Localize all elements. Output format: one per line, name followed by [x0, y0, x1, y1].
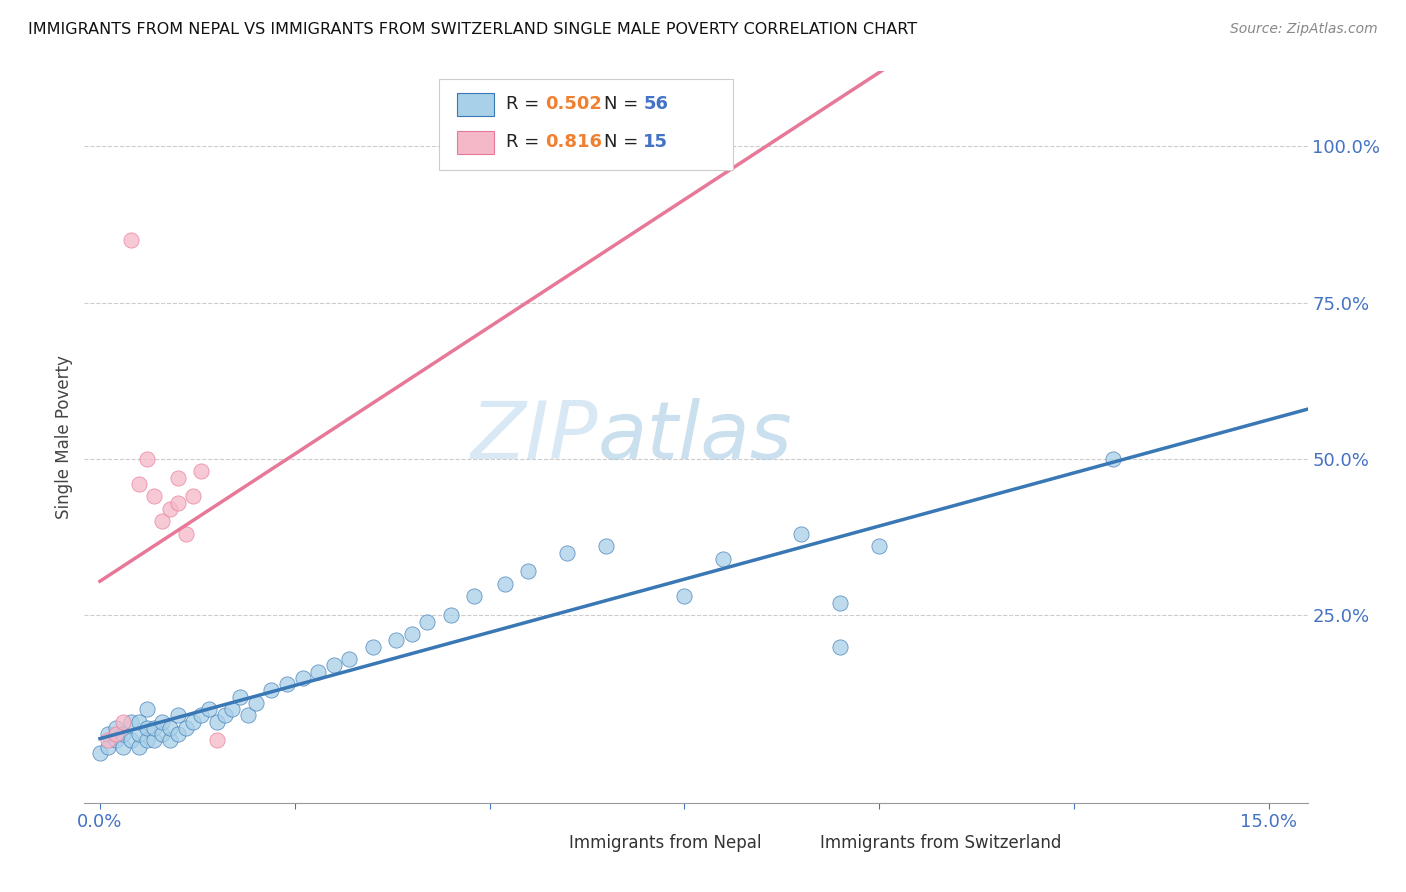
Point: [112, 739, 135, 754]
Point: [385, 633, 408, 648]
FancyBboxPatch shape: [524, 833, 561, 854]
Point: [143, 490, 166, 504]
Point: [361, 640, 384, 654]
Point: [135, 733, 157, 747]
Point: [166, 708, 188, 723]
Point: [174, 721, 197, 735]
Y-axis label: Single Male Poverty: Single Male Poverty: [55, 355, 73, 519]
Point: [97, 727, 120, 741]
Point: [868, 540, 890, 554]
Text: Immigrants from Switzerland: Immigrants from Switzerland: [820, 834, 1062, 852]
Point: [595, 540, 617, 554]
Point: [190, 708, 212, 723]
Text: R =: R =: [506, 133, 546, 152]
Point: [97, 739, 120, 754]
Point: [183, 714, 205, 729]
Text: R =: R =: [506, 95, 546, 113]
Point: [112, 727, 135, 741]
Point: [150, 727, 173, 741]
Point: [104, 721, 127, 735]
Point: [112, 714, 135, 729]
Point: [135, 721, 157, 735]
Point: [159, 733, 181, 747]
Point: [245, 696, 267, 710]
Point: [416, 615, 439, 629]
Point: [214, 708, 236, 723]
Point: [276, 677, 298, 691]
Point: [221, 702, 243, 716]
FancyBboxPatch shape: [439, 78, 733, 170]
FancyBboxPatch shape: [776, 833, 813, 854]
Text: 0.502: 0.502: [546, 95, 602, 113]
Text: 15: 15: [644, 133, 668, 152]
Point: [494, 577, 516, 591]
Point: [307, 665, 329, 679]
Point: [135, 452, 157, 467]
Point: [830, 596, 852, 610]
Point: [143, 733, 166, 747]
Text: Immigrants from Nepal: Immigrants from Nepal: [569, 834, 761, 852]
Point: [557, 546, 579, 560]
Point: [205, 714, 228, 729]
Point: [463, 590, 485, 604]
Point: [135, 702, 157, 716]
Point: [236, 708, 259, 723]
Point: [159, 502, 181, 516]
Point: [198, 702, 221, 716]
Point: [229, 690, 252, 704]
Point: [166, 471, 188, 485]
Point: [128, 714, 150, 729]
Point: [711, 552, 734, 566]
Point: [150, 714, 173, 729]
Point: [128, 477, 150, 491]
Text: 56: 56: [644, 95, 668, 113]
Point: [1101, 452, 1123, 467]
Point: [143, 721, 166, 735]
Point: [205, 733, 228, 747]
Text: atlas: atlas: [598, 398, 793, 476]
Point: [104, 733, 127, 747]
Point: [673, 590, 696, 604]
Point: [790, 527, 813, 541]
Point: [830, 640, 852, 654]
Point: [120, 733, 142, 747]
Point: [97, 733, 120, 747]
Point: [260, 683, 283, 698]
FancyBboxPatch shape: [457, 93, 494, 116]
Point: [89, 746, 111, 760]
Point: [159, 721, 181, 735]
Text: 0.816: 0.816: [546, 133, 603, 152]
Point: [291, 671, 314, 685]
Point: [322, 658, 344, 673]
Text: IMMIGRANTS FROM NEPAL VS IMMIGRANTS FROM SWITZERLAND SINGLE MALE POVERTY CORRELA: IMMIGRANTS FROM NEPAL VS IMMIGRANTS FROM…: [28, 22, 917, 37]
Text: ZIP: ZIP: [471, 398, 598, 476]
Point: [166, 496, 188, 510]
Point: [190, 465, 212, 479]
Point: [150, 515, 173, 529]
Point: [401, 627, 423, 641]
Point: [120, 233, 142, 247]
Point: [166, 727, 188, 741]
Point: [174, 527, 197, 541]
Point: [104, 727, 127, 741]
Point: [120, 714, 142, 729]
Point: [439, 608, 461, 623]
Point: [517, 565, 540, 579]
FancyBboxPatch shape: [457, 130, 494, 154]
Point: [337, 652, 360, 666]
Point: [128, 727, 150, 741]
Point: [183, 490, 205, 504]
Point: [128, 739, 150, 754]
Text: N =: N =: [605, 95, 644, 113]
Text: N =: N =: [605, 133, 644, 152]
Text: Source: ZipAtlas.com: Source: ZipAtlas.com: [1230, 22, 1378, 37]
